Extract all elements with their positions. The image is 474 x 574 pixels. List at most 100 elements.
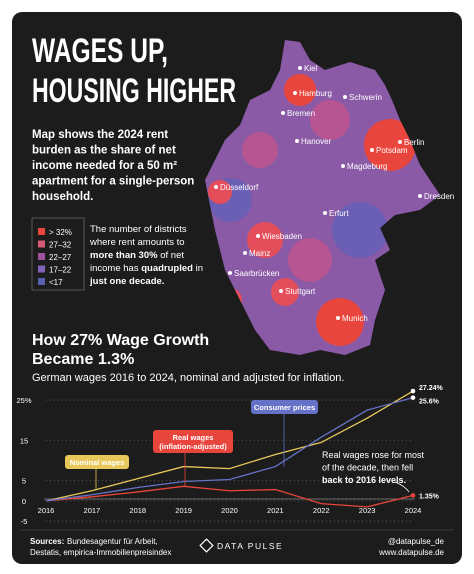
content: WAGES UP,HOUSING HIGHER Map shows the 202… xyxy=(16,32,454,557)
brand: DATA PULSE xyxy=(217,541,283,551)
city-dot xyxy=(370,148,374,152)
map-note-part: of net xyxy=(158,250,185,261)
map-note-part: just one decade. xyxy=(89,276,164,287)
legend-swatch xyxy=(38,278,45,285)
legend-entry: Nominal wages xyxy=(70,458,125,467)
city-label: Erfurt xyxy=(329,209,349,218)
chart-subtitle: German wages 2016 to 2024, nominal and a… xyxy=(32,372,344,384)
x-tick-label: 2022 xyxy=(313,506,330,515)
legend-entry: Consumer prices xyxy=(254,403,315,412)
y-tick-label: 15 xyxy=(20,436,28,445)
map-note: income has quadrupled in xyxy=(90,263,203,274)
x-tick-label: 2016 xyxy=(38,506,55,515)
legend-label: 27–32 xyxy=(49,241,72,250)
series-legend-box xyxy=(251,400,318,414)
legend-label: 17–22 xyxy=(49,266,72,275)
chart-title: Became 1.3% xyxy=(32,351,134,368)
x-tick-label: 2017 xyxy=(84,506,101,515)
city-dot xyxy=(295,139,299,143)
map-note: just one decade. xyxy=(89,276,164,287)
map-note-part: more than 30% xyxy=(90,250,158,261)
legend-label: <17 xyxy=(49,278,63,287)
x-tick-label: 2021 xyxy=(267,506,284,515)
city-dot xyxy=(243,251,247,255)
map-note-part: quadrupled xyxy=(141,263,193,274)
legend-label: > 32% xyxy=(49,228,72,237)
legend-swatch xyxy=(38,265,45,273)
end-point xyxy=(410,395,416,400)
map-note: more than 30% of net xyxy=(90,250,184,261)
legend-swatch xyxy=(38,253,45,260)
city-label: Munich xyxy=(342,314,368,323)
city-dot xyxy=(343,95,347,99)
value-label: 25.6% xyxy=(419,399,440,406)
city-label: Wiesbaden xyxy=(262,232,302,241)
description: household. xyxy=(32,191,93,203)
city-label: Schwerin xyxy=(349,93,382,102)
y-tick-label: 25% xyxy=(16,396,31,405)
city-dot xyxy=(279,289,283,293)
annotation: Real wages rose for most xyxy=(322,450,425,460)
value-label: 27.24% xyxy=(419,385,444,392)
website: www.datapulse.de xyxy=(378,548,444,557)
handle: @datapulse_de xyxy=(388,537,445,546)
city-label: Kiel xyxy=(304,64,318,73)
x-tick-label: 2018 xyxy=(129,506,146,515)
description: income needed for a 50 m² xyxy=(32,160,177,172)
annotation-part: of the decade, then fell xyxy=(322,463,413,473)
sources-label: Sources: xyxy=(30,537,64,546)
city-dot xyxy=(341,164,345,168)
annotation: of the decade, then fell xyxy=(322,463,413,473)
sources: Destatis, empirica-Immobilienpreisindex xyxy=(30,548,171,557)
y-tick-label: -5 xyxy=(21,517,28,526)
city-label: Magdeburg xyxy=(347,162,387,171)
title: HOUSING HIGHER xyxy=(32,72,236,110)
series-legend-box xyxy=(65,455,129,469)
series-line xyxy=(45,485,414,508)
city-label: Stuttgart xyxy=(285,287,316,296)
end-point xyxy=(410,388,416,394)
y-tick-label: 0 xyxy=(22,497,26,506)
city-dot xyxy=(256,234,260,238)
legend-note: (inflation-adjusted) xyxy=(159,442,227,451)
legend-entry: Real wages xyxy=(173,433,214,442)
map-note-part: The number of districts xyxy=(90,224,187,235)
city-label: Hamburg xyxy=(299,89,332,98)
annotation: back to 2016 levels. xyxy=(322,475,406,485)
description: Map shows the 2024 rent xyxy=(32,129,168,141)
sources: Bundesagentur für Arbeit, xyxy=(67,537,158,546)
city-dot xyxy=(298,66,302,70)
chart-title: How 27% Wage Growth xyxy=(32,332,209,349)
legend-label: 22–27 xyxy=(49,253,72,262)
y-tick-label: 5 xyxy=(22,477,26,486)
description: apartment for a single-person xyxy=(32,176,194,188)
city-dot xyxy=(293,91,297,95)
city-label: Berlin xyxy=(404,138,424,147)
description: burden as the share of net xyxy=(32,145,176,157)
end-point xyxy=(410,493,416,498)
city-dot xyxy=(228,271,232,275)
x-tick-label: 2020 xyxy=(221,506,238,515)
series-legend-box xyxy=(153,430,233,453)
brand-logo xyxy=(199,538,214,553)
city-label: Dresden xyxy=(424,192,454,201)
annotation-part: back to 2016 levels. xyxy=(322,475,406,485)
map-note: The number of districts xyxy=(90,224,187,235)
city-dot xyxy=(418,194,422,198)
city-dot xyxy=(336,316,340,320)
title: WAGES UP, xyxy=(32,32,168,70)
series-line xyxy=(45,397,414,502)
city-dot xyxy=(214,185,218,189)
legend-swatch xyxy=(38,228,45,235)
city-dot xyxy=(398,140,402,144)
value-label: 1.35% xyxy=(419,493,440,500)
city-label: Düsseldorf xyxy=(220,183,259,192)
map-note-part: in xyxy=(193,263,203,274)
city-label: Potsdam xyxy=(376,146,408,155)
series-line xyxy=(45,390,414,502)
city-label: Hanover xyxy=(301,137,332,146)
city-label: Mainz xyxy=(249,249,270,258)
map-note: where rent amounts to xyxy=(89,237,185,248)
x-tick-label: 2023 xyxy=(359,506,376,515)
